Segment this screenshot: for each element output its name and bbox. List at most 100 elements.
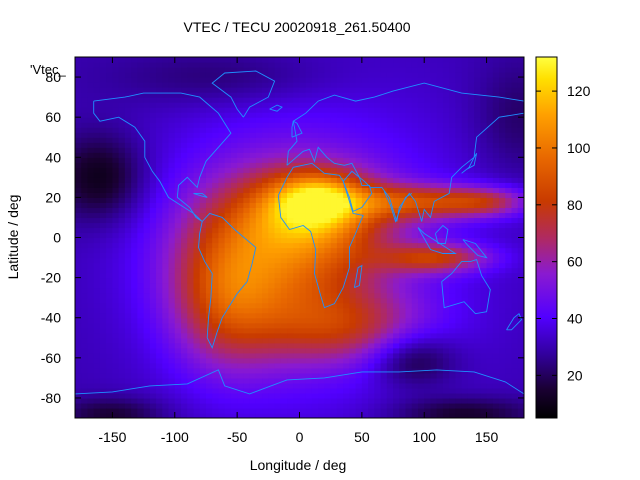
heatmap-cell <box>255 277 263 284</box>
heatmap-cell <box>249 282 257 289</box>
heatmap-cell <box>162 282 170 289</box>
heatmap-cell <box>81 297 89 304</box>
heatmap-cell <box>480 217 488 224</box>
heatmap-cell <box>318 332 326 339</box>
heatmap-cell <box>287 132 294 138</box>
heatmap-cell <box>131 392 138 399</box>
heatmap-cell <box>149 282 157 289</box>
heatmap-cell <box>287 212 294 219</box>
heatmap-cell <box>187 127 195 133</box>
heatmap-cell <box>212 82 220 88</box>
heatmap-cell <box>430 127 438 133</box>
heatmap-cell <box>124 287 132 294</box>
heatmap-cell <box>106 92 114 98</box>
heatmap-cell <box>355 392 363 399</box>
heatmap-cell <box>411 87 419 93</box>
heatmap-cell <box>218 62 226 68</box>
heatmap-cell <box>212 152 220 158</box>
heatmap-cell <box>224 272 232 279</box>
heatmap-cell <box>112 322 120 329</box>
heatmap-cell <box>324 142 332 148</box>
heatmap-cell <box>174 267 182 274</box>
heatmap-cell <box>293 292 301 299</box>
heatmap-cell <box>399 227 407 234</box>
heatmap-cell <box>293 312 301 319</box>
heatmap-cell <box>499 117 506 123</box>
heatmap-cell <box>474 372 481 379</box>
heatmap-cell <box>181 57 188 63</box>
heatmap-cell <box>424 412 432 418</box>
heatmap-cell <box>143 382 151 389</box>
heatmap-cell <box>343 312 350 319</box>
heatmap-cell <box>461 67 469 73</box>
heatmap-cell <box>343 392 350 399</box>
heatmap-cell <box>274 187 282 193</box>
heatmap-cell <box>449 242 457 249</box>
heatmap-cell <box>311 72 319 78</box>
heatmap-cell <box>393 132 400 138</box>
heatmap-cell <box>374 162 382 168</box>
heatmap-cell <box>430 392 438 399</box>
heatmap-cell <box>480 77 488 83</box>
heatmap-cell <box>193 242 201 249</box>
heatmap-cell <box>355 247 363 254</box>
heatmap-cell <box>299 397 307 404</box>
heatmap-cell <box>218 342 226 349</box>
heatmap-cell <box>118 367 126 374</box>
heatmap-cell <box>461 322 469 329</box>
heatmap-cell <box>361 307 369 314</box>
heatmap-cell <box>106 157 114 163</box>
heatmap-cell <box>137 172 145 178</box>
heatmap-cell <box>299 392 307 399</box>
heatmap-cell <box>492 387 500 394</box>
heatmap-cell <box>243 402 251 409</box>
heatmap-cell <box>93 132 101 138</box>
heatmap-cell <box>124 137 132 143</box>
heatmap-cell <box>318 412 326 418</box>
heatmap-cell <box>287 152 294 158</box>
heatmap-cell <box>243 392 251 399</box>
heatmap-cell <box>174 202 182 209</box>
heatmap-cell <box>449 147 457 153</box>
heatmap-cell <box>174 332 182 339</box>
heatmap-cell <box>81 102 89 108</box>
heatmap-cell <box>280 157 288 163</box>
heatmap-cell <box>299 127 307 133</box>
heatmap-cell <box>162 177 170 183</box>
heatmap-cell <box>318 367 326 374</box>
heatmap-cell <box>293 157 301 163</box>
heatmap-cell <box>461 102 469 108</box>
heatmap-cell <box>205 162 213 168</box>
heatmap-cell <box>174 117 182 123</box>
heatmap-cell <box>268 162 276 168</box>
heatmap-cell <box>243 317 251 324</box>
heatmap-cell <box>230 382 238 389</box>
heatmap-cell <box>93 112 101 118</box>
heatmap-cell <box>492 302 500 309</box>
heatmap-cell <box>287 402 294 409</box>
heatmap-cell <box>293 307 301 314</box>
heatmap-cell <box>218 237 226 244</box>
heatmap-cell <box>474 257 481 264</box>
heatmap-cell <box>499 337 506 344</box>
heatmap-cell <box>436 132 444 138</box>
heatmap-cell <box>75 217 82 224</box>
heatmap-cell <box>174 327 182 334</box>
heatmap-cell <box>436 322 444 329</box>
heatmap-cell <box>499 87 506 93</box>
heatmap-cell <box>393 77 400 83</box>
heatmap-cell <box>492 282 500 289</box>
heatmap-cell <box>424 357 432 364</box>
heatmap-cell <box>255 67 263 73</box>
heatmap-cell <box>361 132 369 138</box>
heatmap-cell <box>174 407 182 414</box>
heatmap-cell <box>187 407 195 414</box>
heatmap-cell <box>318 122 326 128</box>
heatmap-cell <box>424 202 432 209</box>
heatmap-cell <box>212 357 220 364</box>
heatmap-cell <box>268 397 276 404</box>
heatmap-cell <box>131 377 138 384</box>
heatmap-cell <box>262 282 269 289</box>
heatmap-cell <box>449 227 457 234</box>
heatmap-cell <box>99 147 107 153</box>
